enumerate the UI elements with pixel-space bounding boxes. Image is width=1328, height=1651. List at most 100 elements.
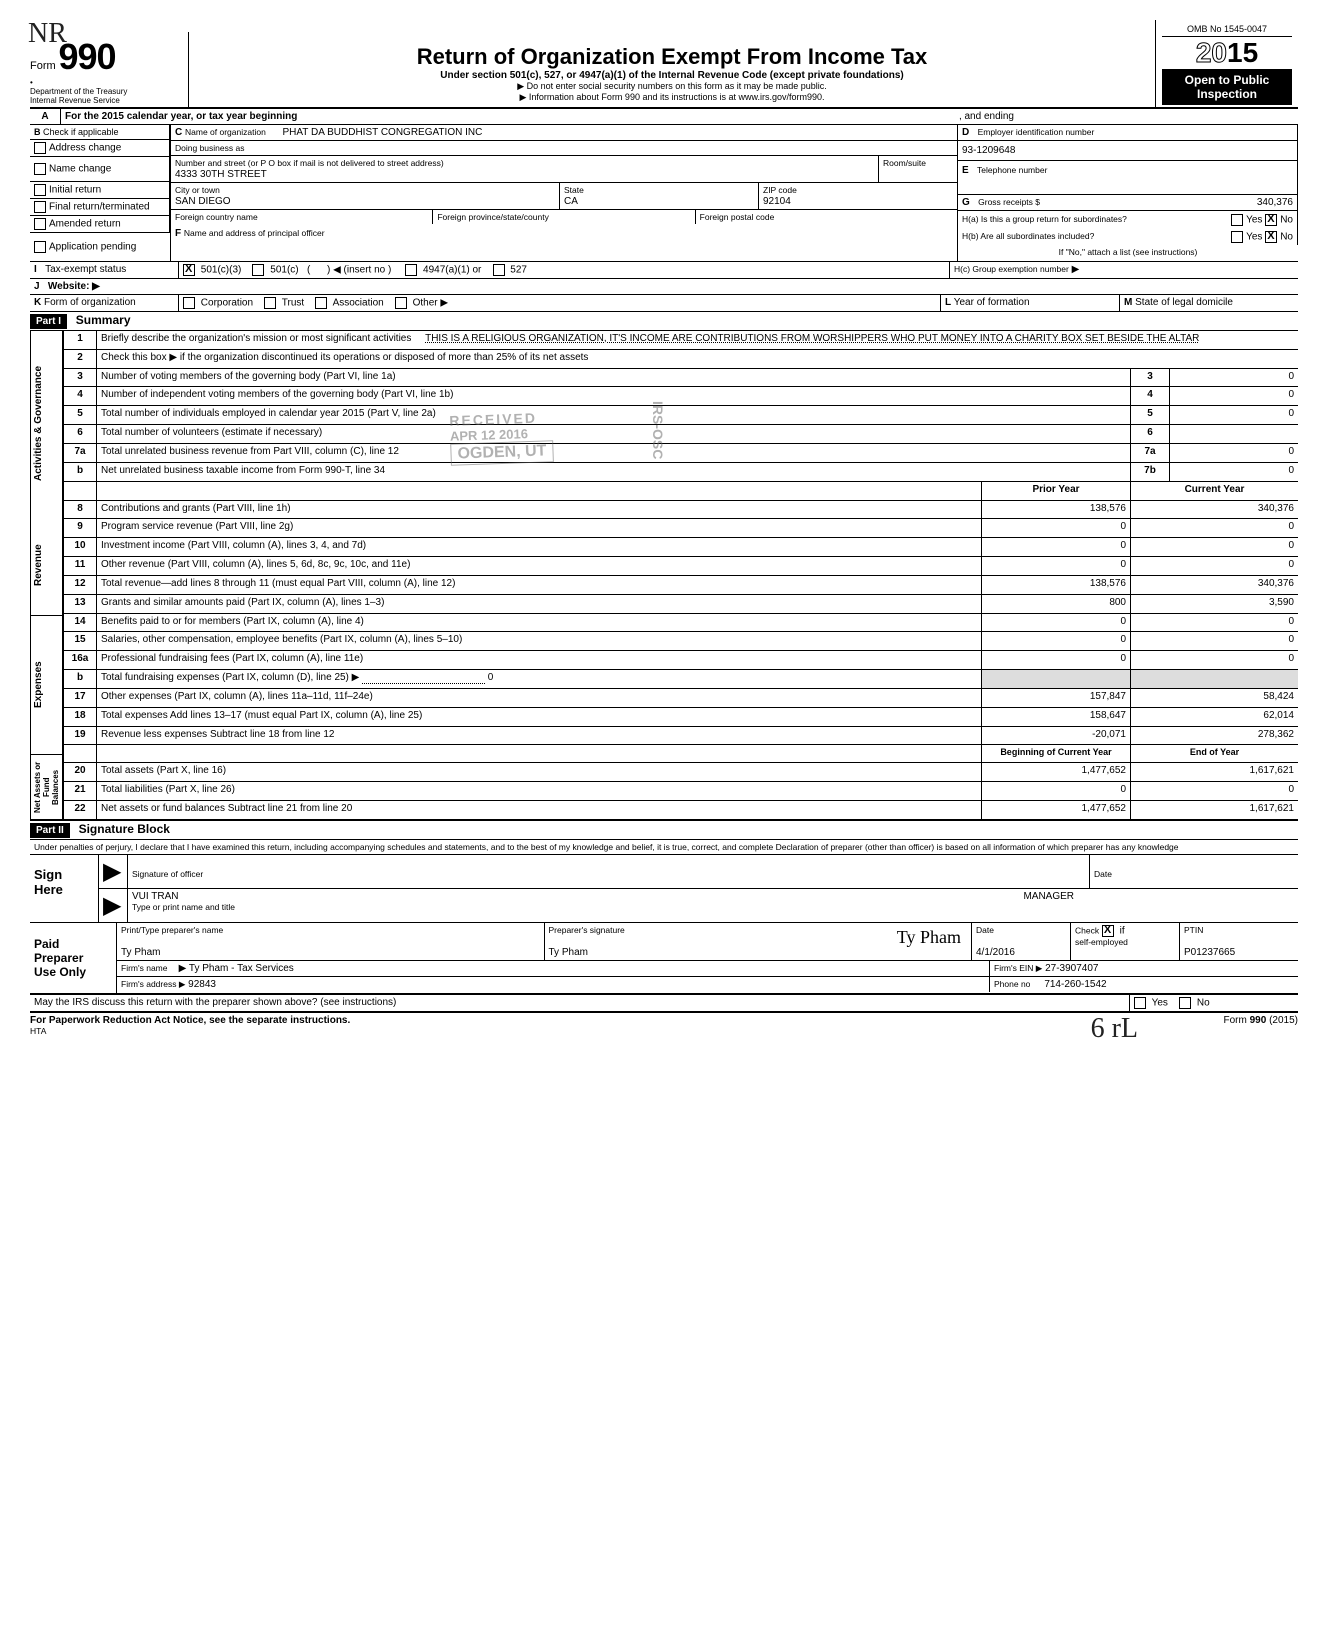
lbl-amended: Amended return [49, 219, 121, 230]
ptin: P01237665 [1184, 947, 1235, 958]
open-public-2: Inspection [1197, 87, 1257, 101]
lbl-type-name: Type or print name and title [132, 902, 235, 912]
curr-18: 62,014 [1131, 707, 1299, 726]
checkbox-discuss-no[interactable] [1179, 997, 1191, 1009]
checkbox-ha-no[interactable] [1265, 214, 1277, 226]
lbl-501c3: 501(c)(3) [201, 265, 242, 276]
lbl-date: Date [1090, 855, 1298, 888]
lbl-yes: Yes [1152, 998, 1168, 1009]
stamp-irs-osc: IRS-OSC [650, 401, 666, 459]
val-5: 0 [1170, 406, 1299, 425]
form-footer: Form 990 (2015) [1224, 1015, 1298, 1037]
part1-header: Part I [30, 314, 67, 329]
lbl-addr-change: Address change [49, 143, 121, 154]
checkbox-other[interactable] [395, 297, 407, 309]
lbl-prep-sig: Preparer's signature [549, 925, 625, 935]
lbl-state-domicile: State of legal domicile [1135, 297, 1233, 308]
checkbox-hb-yes[interactable] [1231, 231, 1243, 243]
checkbox-pending[interactable] [34, 241, 46, 253]
line-a-end: , and ending [959, 111, 1014, 122]
prior-17: 157,847 [982, 688, 1131, 707]
line17: Other expenses (Part IX, column (A), lin… [97, 688, 982, 707]
checkbox-name-change[interactable] [34, 163, 46, 175]
lbl-firm-ein: Firm's EIN ▶ [994, 963, 1042, 973]
line19: Revenue less expenses Subtract line 18 f… [97, 726, 982, 745]
part2-title: Signature Block [79, 822, 170, 836]
signature-scrawl: Ty Pham [897, 927, 961, 948]
line2: Check this box ▶ if the organization dis… [97, 349, 1299, 368]
lbl-foreign-country: Foreign country name [171, 210, 433, 224]
line16a: Professional fundraising fees (Part IX, … [97, 651, 982, 670]
line-b: Total fundraising expenses (Part IX, col… [97, 670, 982, 689]
curr-11: 0 [1131, 557, 1299, 576]
sign-here-label: Sign Here [30, 855, 99, 922]
beg-22: 1,477,652 [982, 800, 1131, 819]
lbl-self-emp: self-employed [1075, 937, 1128, 947]
prior-8: 138,576 [982, 500, 1131, 519]
label-a: A [30, 109, 61, 124]
prior-18: 158,647 [982, 707, 1131, 726]
checkbox-amended[interactable] [34, 218, 46, 230]
lbl-other: Other ▶ [413, 298, 448, 309]
prior-12: 138,576 [982, 575, 1131, 594]
main-title: Return of Organization Exempt From Incom… [195, 44, 1149, 70]
handwritten-mark: 6 rL [1091, 1013, 1138, 1045]
checkbox-4947[interactable] [405, 264, 417, 276]
checkbox-assoc[interactable] [315, 297, 327, 309]
year-suffix: 15 [1227, 37, 1258, 68]
lbl-prep-date: Date [976, 925, 994, 935]
lbl-initial: Initial return [49, 185, 101, 196]
checkbox-self-employed[interactable] [1102, 925, 1114, 937]
hdr-prior-year: Prior Year [982, 481, 1131, 500]
curr-17: 58,424 [1131, 688, 1299, 707]
firm-ein: 27-3907407 [1045, 963, 1098, 974]
org-city: SAN DIEGO [175, 196, 231, 207]
subtitle-1: Under section 501(c), 527, or 4947(a)(1)… [195, 70, 1149, 81]
lbl-foreign-prov: Foreign province/state/county [433, 210, 695, 224]
lbl-prep-name: Print/Type preparer's name [121, 925, 223, 935]
lbl-name-change: Name change [49, 164, 111, 175]
val-7a: 0 [1170, 443, 1299, 462]
form-label: Form [30, 60, 56, 72]
checkbox-527[interactable] [493, 264, 505, 276]
handwritten-initials: NR [28, 18, 67, 50]
checkbox-501c3[interactable] [183, 264, 195, 276]
checkbox-initial-return[interactable] [34, 184, 46, 196]
check-applicable: Check if applicable [43, 127, 119, 137]
prior-9: 0 [982, 519, 1131, 538]
checkbox-corp[interactable] [183, 297, 195, 309]
line15: Salaries, other compensation, employee b… [97, 632, 982, 651]
end-20: 1,617,621 [1131, 763, 1299, 782]
lbl-state: State [564, 185, 584, 195]
checkbox-trust[interactable] [264, 297, 276, 309]
checkbox-501c[interactable] [252, 264, 264, 276]
lbl-addr: Number and street (or P O box if mail is… [175, 158, 444, 168]
ein-value: 93-1209648 [958, 141, 1298, 161]
prior-16a: 0 [982, 651, 1131, 670]
lbl-ha: H(a) Is this a group return for subordin… [962, 214, 1127, 224]
checkbox-ha-yes[interactable] [1231, 214, 1243, 226]
checkbox-final-return[interactable] [34, 201, 46, 213]
lbl-firm-name: Firm's name [121, 963, 168, 973]
lbl-room: Room/suite [879, 156, 957, 182]
lbl-hb: H(b) Are all subordinates included? [962, 231, 1094, 241]
prior-13: 800 [982, 594, 1131, 613]
prior-11: 0 [982, 557, 1131, 576]
lbl-pending: Application pending [49, 242, 136, 253]
hdr-beginning-year: Beginning of Current Year [982, 745, 1131, 763]
lbl-foreign-postal: Foreign postal code [696, 210, 957, 224]
lbl-zip: ZIP code [763, 185, 797, 195]
hdr-end-year: End of Year [1131, 745, 1299, 763]
officer-name: VUI TRAN [132, 891, 179, 902]
checkbox-discuss-yes[interactable] [1134, 997, 1146, 1009]
beg-21: 0 [982, 782, 1131, 801]
lbl-tax-exempt: Tax-exempt status [45, 264, 126, 275]
checkbox-hb-no[interactable] [1265, 231, 1277, 243]
lbl-city: City or town [175, 185, 220, 195]
lbl-principal-officer: Name and address of principal officer [184, 228, 325, 238]
end-21: 0 [1131, 782, 1299, 801]
prior-14: 0 [982, 613, 1131, 632]
lbl-assoc: Association [333, 298, 384, 309]
part2-header: Part II [30, 823, 70, 838]
checkbox-address-change[interactable] [34, 142, 46, 154]
